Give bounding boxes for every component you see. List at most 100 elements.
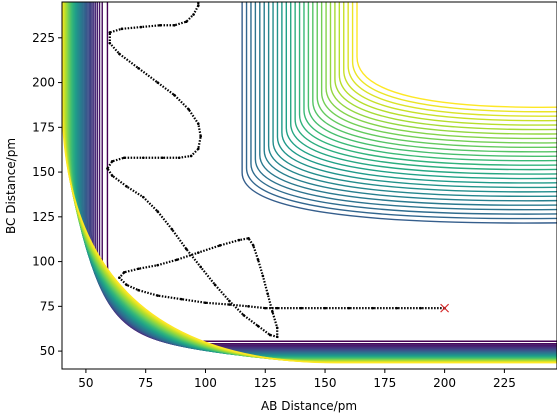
trajectory-point: [108, 41, 112, 45]
contour-line: [62, 2, 557, 364]
contour-line: [241, 2, 557, 224]
trajectory-point: [275, 306, 279, 310]
trajectory-point: [120, 27, 124, 31]
trajectory-point: [228, 299, 231, 303]
x-tick-label: 200: [433, 376, 456, 390]
contour-line: [303, 2, 557, 162]
trajectory-point: [108, 31, 112, 34]
contour-line: [343, 2, 557, 122]
x-tick-label: 175: [373, 376, 396, 390]
trajectory-point: [142, 156, 145, 160]
trajectory-line: [106, 2, 445, 339]
y-tick-label: 125: [32, 210, 55, 224]
trajectory-point: [275, 326, 279, 330]
contour-line: [272, 2, 557, 193]
contour-line: [312, 2, 557, 153]
contour-line: [267, 2, 557, 197]
trajectory-point: [197, 147, 200, 151]
trajectory-point: [175, 258, 179, 262]
trajectory-point: [139, 25, 143, 29]
trajectory-point: [185, 247, 188, 251]
x-tick-label: 150: [314, 376, 337, 390]
trajectory-point: [110, 174, 114, 177]
trajectory-point: [137, 288, 140, 292]
trajectory-point: [271, 310, 274, 314]
contour-line: [334, 2, 557, 131]
trajectory-point: [173, 93, 176, 97]
trajectory-point: [187, 108, 191, 111]
trajectory-point: [122, 156, 126, 160]
y-tick-label: 175: [32, 120, 55, 134]
trajectory-point: [125, 283, 128, 287]
y-tick-label: 50: [40, 344, 55, 358]
trajectory-point: [189, 154, 193, 158]
contour-line: [285, 2, 557, 180]
trajectory-path: [106, 2, 446, 339]
trajectory-point: [218, 244, 222, 247]
trajectory-point: [395, 306, 399, 310]
trajectory-point: [110, 160, 114, 163]
trajectory-point: [268, 333, 272, 337]
y-tick-label: 100: [32, 255, 55, 269]
contour-line: [356, 2, 557, 108]
contour-line: [351, 2, 557, 113]
trajectory-point: [419, 306, 422, 310]
trajectory-point: [371, 306, 375, 310]
contour-line: [316, 2, 557, 149]
x-tick-label: 100: [194, 376, 217, 390]
contour-line: [298, 2, 557, 166]
trajectory-point: [180, 297, 183, 301]
contour-line: [329, 2, 557, 135]
y-tick-label: 150: [32, 165, 55, 179]
trajectory-point: [161, 156, 164, 160]
y-tick-label: 75: [40, 299, 55, 313]
trajectory-point: [177, 156, 181, 160]
x-tick-label: 50: [78, 376, 93, 390]
trajectory-point: [275, 335, 279, 339]
trajectory-point: [242, 313, 246, 317]
trajectory-point: [299, 306, 303, 310]
contour-lines: [62, 2, 557, 364]
y-axis-label: BC Distance/pm: [4, 138, 18, 234]
trajectory-point: [247, 305, 250, 308]
x-axis-label: AB Distance/pm: [261, 399, 357, 413]
trajectory-point: [158, 23, 162, 27]
trajectory-point: [237, 238, 241, 242]
trajectory-point: [137, 267, 140, 271]
contour-line: [347, 2, 557, 117]
contour-line: [281, 2, 557, 184]
trajectory-point: [170, 228, 174, 231]
contour-line: [245, 2, 557, 220]
trajectory-point: [118, 52, 121, 56]
contour-line: [294, 2, 557, 171]
trajectory-point: [156, 210, 159, 213]
trajectory-point: [199, 265, 202, 269]
end-marker-stroke: [440, 303, 450, 313]
contour-line: [250, 2, 557, 215]
x-tick-label: 75: [138, 376, 153, 390]
trajectory-point: [142, 195, 145, 199]
trajectory-point: [261, 274, 265, 278]
x-axis-ticks: 50 75 100 125 150 175 200 225: [78, 369, 516, 390]
trajectory-point: [125, 185, 128, 188]
plot-frame: [61, 1, 557, 370]
contour-line: [325, 2, 557, 140]
contour-line: [276, 2, 557, 189]
trajectory-point: [256, 324, 260, 328]
trajectory-point: [197, 4, 200, 7]
trajectory-point: [347, 306, 351, 310]
x-tick-label: 225: [493, 376, 516, 390]
contour-line: [307, 2, 557, 157]
trajectory-point: [247, 237, 250, 240]
trajectory-point: [192, 13, 195, 16]
trajectory-point: [228, 303, 231, 306]
trajectory-point: [118, 276, 121, 279]
trajectory-point: [323, 306, 327, 310]
trajectory-point: [106, 167, 109, 170]
trajectory-point: [204, 301, 207, 305]
trajectory-point: [256, 258, 260, 262]
contour-line: [320, 2, 557, 144]
end-marker-layer: [440, 303, 450, 313]
trajectory-point: [199, 134, 202, 138]
